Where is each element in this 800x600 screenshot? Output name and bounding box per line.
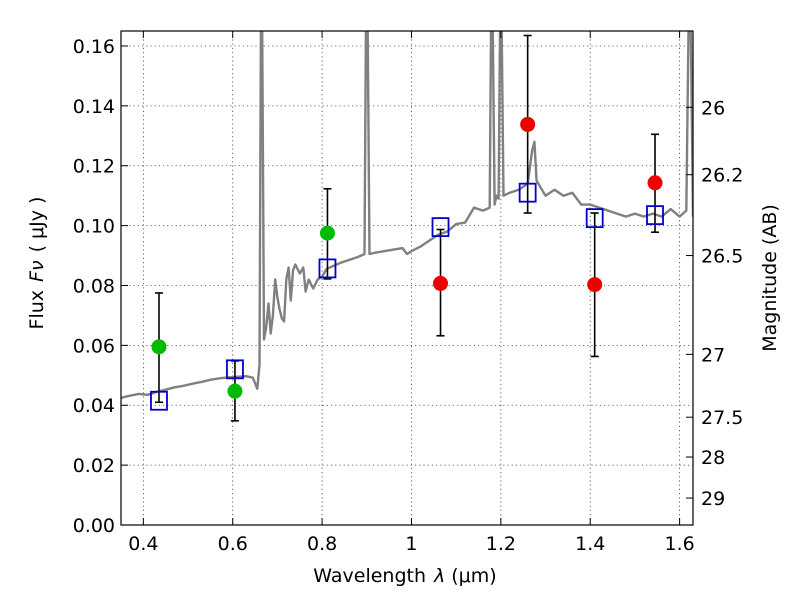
x-axis-title: Wavelength λ (μm) xyxy=(313,565,496,587)
x-tick-label: 1.6 xyxy=(664,533,694,555)
model-photometry-square xyxy=(646,205,664,226)
y2-axis-title: Magnitude (AB) xyxy=(759,204,781,352)
spectrum-line xyxy=(121,31,693,399)
y-tick-label: 0.10 xyxy=(73,216,115,238)
x-tick-label: 0.4 xyxy=(128,533,158,555)
model-photometry-square xyxy=(431,217,450,238)
gridlines xyxy=(121,31,693,526)
observed-flux-point xyxy=(319,225,335,241)
y2-tick-label: 28 xyxy=(701,447,725,469)
y-tick-label: 0.16 xyxy=(73,36,115,58)
x-tick-label: 1 xyxy=(405,533,417,555)
axis-ticks: 0.4 0.6 0.8 1 1.2 1.4 1.6 0.00 0.02 0.04 0.06 0.08 0… xyxy=(73,31,743,555)
x-tick-label: 0.6 xyxy=(218,533,248,555)
y2-tick-label: 27 xyxy=(701,344,725,366)
y2-tick-label: 26 xyxy=(701,97,725,119)
observed-flux-point xyxy=(433,275,449,291)
x-tick-label: 0.8 xyxy=(307,533,337,555)
plot-area xyxy=(121,31,693,422)
observed-flux-point xyxy=(647,175,663,191)
y-tick-label: 0.04 xyxy=(73,395,115,417)
y-tick-label: 0.08 xyxy=(73,275,115,297)
model-photometry-square xyxy=(226,359,244,380)
y2-tick-label: 29 xyxy=(701,488,725,510)
y2-tick-label: 26.2 xyxy=(701,165,743,187)
model-photometry-square xyxy=(585,208,604,229)
x-tick-label: 1.4 xyxy=(575,533,605,555)
y2-tick-label: 26.5 xyxy=(701,246,743,268)
y-tick-label: 0.02 xyxy=(73,455,115,477)
model-photometry-square xyxy=(518,182,537,203)
observed-flux-point xyxy=(587,277,603,293)
y-tick-label: 0.12 xyxy=(73,156,115,178)
y-axis-title: FluxFν( μJy ) xyxy=(26,197,48,330)
y-tick-label: 0.14 xyxy=(73,96,115,118)
x-tick-label: 1.2 xyxy=(486,533,516,555)
y2-tick-label: 27.5 xyxy=(701,407,743,429)
observed-flux-point xyxy=(227,383,243,399)
observed-flux-point xyxy=(520,116,536,132)
model-photometry-square xyxy=(150,390,168,411)
observed-flux-point xyxy=(151,339,167,355)
y-tick-label: 0.06 xyxy=(73,335,115,357)
plot-frame xyxy=(120,30,694,526)
y-tick-label: 0.00 xyxy=(73,515,115,537)
model-photometry-square xyxy=(318,258,337,279)
